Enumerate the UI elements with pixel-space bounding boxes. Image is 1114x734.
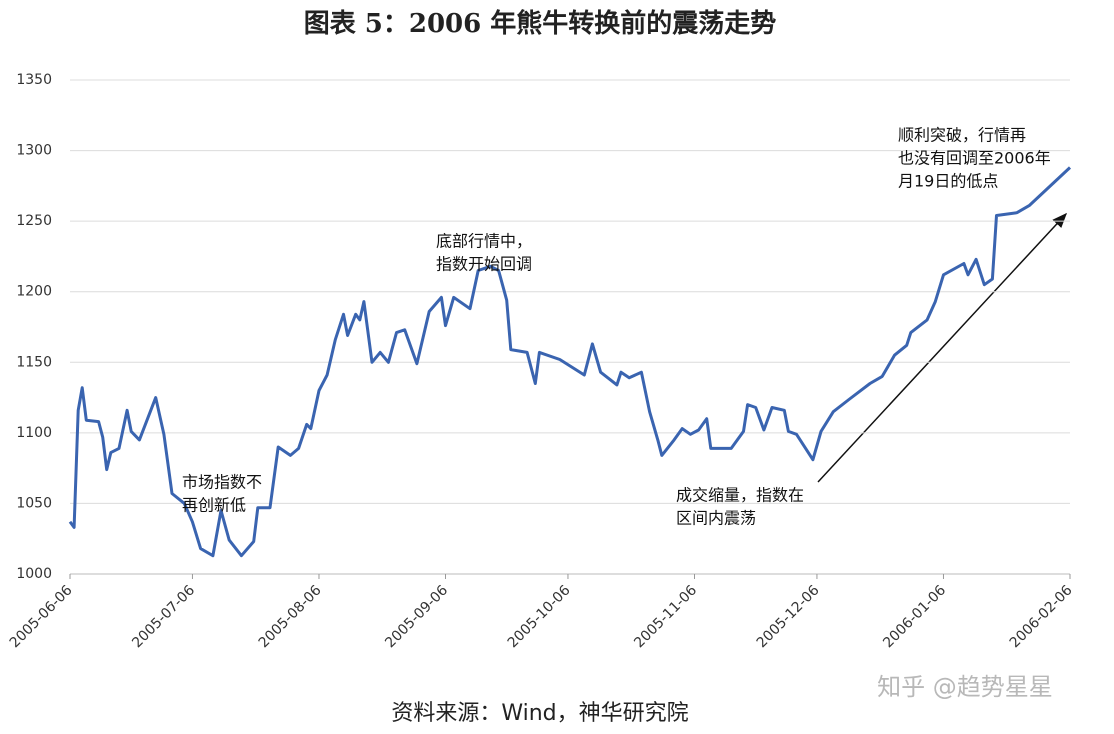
- y-tick-label: 1300: [16, 143, 52, 159]
- y-tick-label: 1100: [16, 425, 52, 441]
- x-tick-label: 2005-12-06: [754, 582, 823, 651]
- y-tick-label: 1250: [16, 213, 52, 229]
- annotation: 成交缩量，指数在: [676, 486, 804, 505]
- annotation: 区间内震荡: [676, 509, 756, 528]
- x-tick-label: 2005-08-06: [256, 582, 325, 651]
- x-tick-label: 2005-09-06: [382, 582, 451, 651]
- y-tick-label: 1150: [16, 354, 52, 370]
- source-note: 资料来源：Wind，神华研究院: [391, 701, 688, 726]
- annotation: 也没有回调至2006年: [898, 149, 1051, 168]
- x-tick-label: 2006-02-06: [1007, 582, 1076, 651]
- x-tick-label: 2005-07-06: [129, 582, 198, 651]
- y-tick-label: 1050: [16, 495, 52, 511]
- y-tick-label: 1350: [16, 72, 52, 88]
- annotation: 再创新低: [182, 496, 246, 515]
- y-tick-label: 1000: [16, 566, 52, 582]
- line-series: [68, 166, 1072, 558]
- y-tick-label: 1200: [16, 284, 52, 300]
- annotation: 顺利突破，行情再: [898, 126, 1026, 145]
- annotation: 指数开始回调: [436, 255, 532, 274]
- x-tick-label: 2006-01-06: [880, 582, 949, 651]
- arrow: [817, 212, 1068, 483]
- x-tick-label: 2005-10-06: [505, 582, 574, 651]
- chart-title: 图表 5：2006 年熊牛转换前的震荡走势: [304, 8, 777, 39]
- x-tick-label: 2005-11-06: [631, 582, 700, 651]
- watermark: 知乎 @趋势星星: [877, 673, 1053, 701]
- x-tick-label: 2005-06-06: [7, 582, 76, 651]
- annotation: 月19日的低点: [898, 172, 998, 191]
- annotation: 市场指数不: [182, 473, 262, 492]
- annotation: 底部行情中，: [436, 232, 532, 251]
